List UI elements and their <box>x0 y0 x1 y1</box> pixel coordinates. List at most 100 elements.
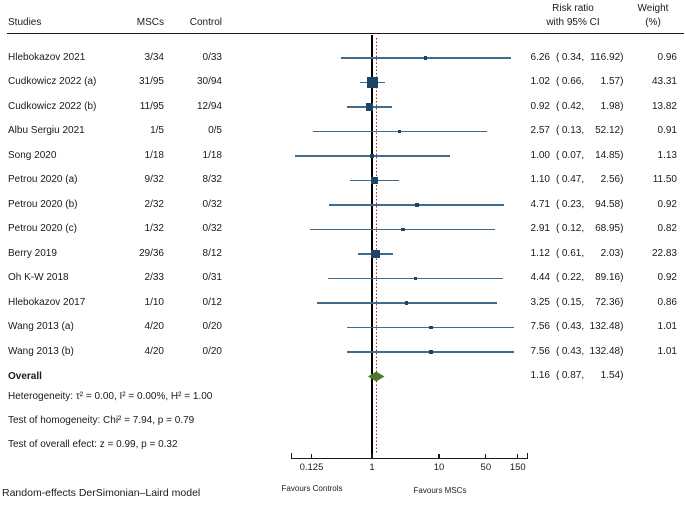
study-name: Petrou 2020 (c) <box>8 223 77 235</box>
study-row: Hlebokazov 2017 1/10 0/12 3.25 (0.15, 72.36) 0… <box>0 291 685 316</box>
overall-diamond <box>367 371 385 382</box>
overall-row: 1.16 (0.87, 1.54) <box>0 364 685 389</box>
ci-value: (0.22, 89.16) <box>556 272 624 284</box>
column-header-weight-line2: (%) <box>645 17 661 28</box>
control-value: 12/94 <box>196 100 222 112</box>
column-header-mscs: MSCs <box>136 17 164 28</box>
study-row: Wang 2013 (b) 4/20 0/20 7.56 (0.43, 132.48) 1.… <box>0 340 685 365</box>
control-value: 1/18 <box>202 149 222 161</box>
control-value: 0/5 <box>208 125 222 137</box>
study-name: Oh K-W 2018 <box>8 272 69 284</box>
ci-value: (0.43, 132.48) <box>556 321 624 333</box>
study-row: Albu Sergiu 2021 1/5 0/5 2.57 (0.13, 52.12) 0.… <box>0 119 685 144</box>
control-value: 30/94 <box>196 76 222 88</box>
study-row: Berry 2019 29/36 8/12 1.12 (0.61, 2.03) 22.83 <box>0 242 685 267</box>
weight-value: 0.86 <box>657 296 677 308</box>
study-name: Wang 2013 (b) <box>8 345 74 357</box>
ci-value: (0.66, 1.57) <box>556 76 624 88</box>
weight-value: 13.82 <box>651 100 677 112</box>
point-estimate-marker <box>401 227 405 232</box>
mscs-value: 1/10 <box>144 296 164 308</box>
reference-line <box>371 35 373 458</box>
ci-value: (0.23, 94.58) <box>556 198 624 210</box>
overall-estimate-line <box>375 38 377 454</box>
column-header-control: Control <box>189 17 222 28</box>
rr-value: 0.92 <box>530 100 550 112</box>
rr-value: 1.10 <box>530 174 550 186</box>
study-row: Song 2020 1/18 1/18 1.00 (0.07, 14.85) 1.13 <box>0 144 685 169</box>
ci-value: (0.43, 132.48) <box>556 345 624 357</box>
weight-value: 0.92 <box>657 272 677 284</box>
rr-value: 6.26 <box>530 51 550 63</box>
control-value: 0/20 <box>202 345 222 357</box>
x-axis-tick-label: 0.125 <box>299 462 324 473</box>
point-estimate-marker <box>423 56 428 60</box>
x-axis-tick-label: 10 <box>433 462 445 473</box>
ci-value: (0.12, 68.95) <box>556 223 624 235</box>
study-name: Cudkowicz 2022 (a) <box>8 76 97 88</box>
x-axis-tick <box>310 453 313 458</box>
model-footnote: Random-effects DerSimonian–Laird model <box>2 487 201 499</box>
study-name: Song 2020 <box>8 149 57 161</box>
mscs-value: 31/95 <box>138 76 164 88</box>
mscs-value: 29/36 <box>138 247 164 259</box>
control-value: 0/32 <box>202 223 222 235</box>
study-name: Wang 2013 (a) <box>8 321 74 333</box>
rr-value: 7.56 <box>530 345 550 357</box>
mscs-value: 1/32 <box>144 223 164 235</box>
control-value: 0/20 <box>202 321 222 333</box>
rr-value: 1.02 <box>530 76 550 88</box>
study-row: Petrou 2020 (b) 2/32 0/32 4.71 (0.23, 94.58) 0… <box>0 193 685 218</box>
study-row: Wang 2013 (a) 4/20 0/20 7.56 (0.43, 132.48) 1.… <box>0 315 685 340</box>
point-estimate-marker <box>404 301 408 305</box>
weight-value: 1.13 <box>657 149 677 161</box>
point-estimate-marker <box>429 350 433 354</box>
rr-value: 7.56 <box>530 321 550 333</box>
column-header-risk-ratio-line2: with 95% CI <box>546 17 600 28</box>
overall-label: Overall <box>8 371 42 382</box>
control-value: 8/12 <box>202 247 222 259</box>
x-axis-tick <box>438 453 440 458</box>
study-name: Cudkowicz 2022 (b) <box>8 100 97 112</box>
control-value: 0/33 <box>202 51 222 63</box>
overall-ci-value: (0.87, 1.54) <box>556 370 624 382</box>
ci-value: (0.47, 2.56) <box>556 174 624 186</box>
study-row: Hlebokazov 2021 3/34 0/33 6.26 (0.34, 116.92)… <box>0 46 685 71</box>
weight-value: 0.91 <box>657 125 677 137</box>
rr-value: 4.44 <box>530 272 550 284</box>
column-header-weight-line1: Weight <box>637 3 669 14</box>
favours-mscs-label: Favours MSCs <box>413 486 467 495</box>
ci-value: (0.15, 72.36) <box>556 296 624 308</box>
study-name: Hlebokazov 2021 <box>8 51 86 63</box>
rr-value: 4.71 <box>530 198 550 210</box>
mscs-value: 9/32 <box>144 174 164 186</box>
x-axis <box>291 458 528 460</box>
x-axis-tick <box>517 453 519 458</box>
weight-value: 1.01 <box>657 321 677 333</box>
point-estimate-marker <box>397 129 402 134</box>
ci-value: (0.34, 116.92) <box>556 51 624 63</box>
ci-value: (0.07, 14.85) <box>556 149 624 161</box>
point-estimate-marker <box>370 249 380 259</box>
control-value: 8/32 <box>202 174 222 186</box>
rr-value: 1.00 <box>530 149 550 161</box>
study-name: Albu Sergiu 2021 <box>8 125 85 137</box>
point-estimate-marker <box>365 103 374 111</box>
weight-value: 11.50 <box>652 174 677 186</box>
x-axis-endcap <box>526 453 528 459</box>
ci-value: (0.61, 2.03) <box>556 247 624 259</box>
mscs-value: 4/20 <box>144 345 164 357</box>
point-estimate-marker <box>371 177 379 184</box>
x-axis-tick <box>371 453 373 458</box>
mscs-value: 2/33 <box>144 272 164 284</box>
mscs-value: 1/5 <box>150 125 164 137</box>
header-rule <box>7 33 684 35</box>
study-name: Petrou 2020 (b) <box>8 198 78 210</box>
mscs-value: 3/34 <box>144 51 164 63</box>
weight-value: 22.83 <box>651 247 677 259</box>
weight-value: 0.92 <box>657 198 677 210</box>
mscs-value: 4/20 <box>144 321 164 333</box>
column-header-studies: Studies <box>8 17 42 28</box>
